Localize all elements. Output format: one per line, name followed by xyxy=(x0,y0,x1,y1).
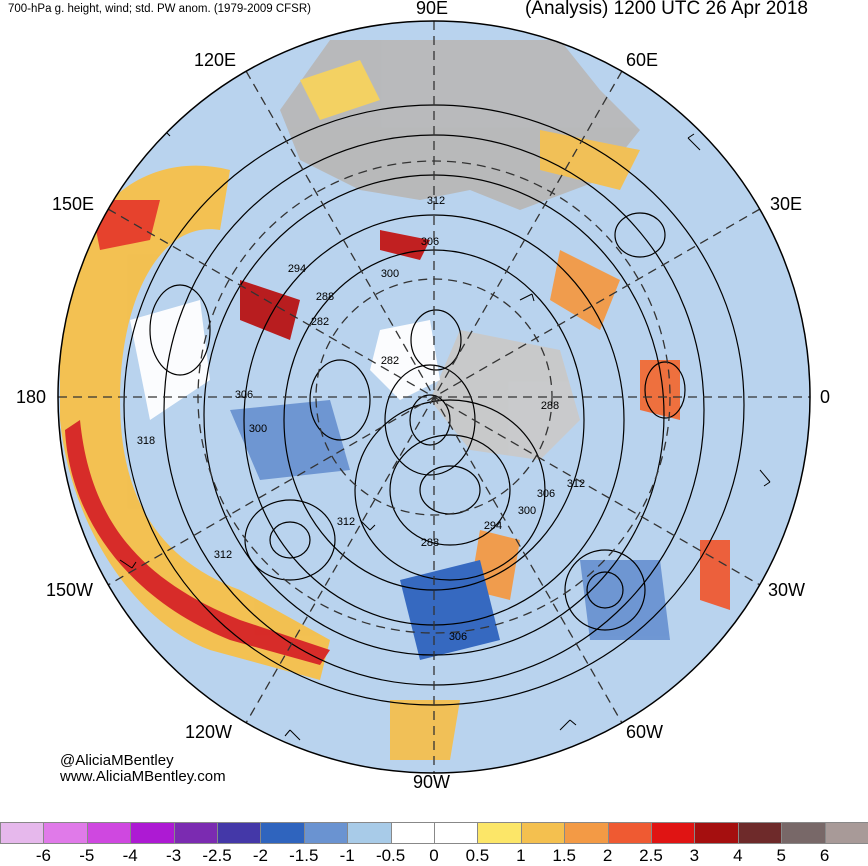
lon-label-120e: 120E xyxy=(194,50,237,70)
contour-label: 294 xyxy=(288,263,306,275)
contour-label: 318 xyxy=(137,435,155,447)
legend-swatch xyxy=(0,822,45,844)
legend-tick-label: -2.5 xyxy=(202,846,232,865)
legend-swatch xyxy=(130,822,175,844)
legend-tick-label: 6 xyxy=(819,846,830,865)
lon-label-30e: 30E xyxy=(770,194,803,214)
header-right-title: (Analysis) 1200 UTC 26 Apr 2018 xyxy=(524,0,808,19)
legend-tick-label: -6 xyxy=(35,846,51,865)
legend-swatch xyxy=(303,822,349,844)
contour-label: 312 xyxy=(427,195,445,207)
contour-label: 300 xyxy=(249,423,267,435)
legend-tick-label: -1 xyxy=(339,846,355,865)
contour-label: 288 xyxy=(541,400,559,412)
contour-label: 282 xyxy=(381,355,399,367)
lon-label-60w: 60W xyxy=(626,722,664,742)
contour-label: 312 xyxy=(214,549,232,561)
contour-label: 306 xyxy=(537,488,555,500)
legend-swatch xyxy=(217,822,262,844)
legend-swatch xyxy=(347,822,392,844)
legend-tick-label: -3 xyxy=(166,846,182,865)
legend-swatch xyxy=(86,822,132,844)
contour-label: 312 xyxy=(337,516,355,528)
legend-tick-label: -0.5 xyxy=(375,846,406,865)
lon-label-150e: 150E xyxy=(52,194,95,214)
lon-label-120w: 120W xyxy=(185,722,233,742)
pacific-strong-anomaly xyxy=(65,420,330,665)
lon-label-30w: 30W xyxy=(768,580,806,600)
legend-swatch xyxy=(520,822,566,844)
legend-swatch xyxy=(781,822,826,844)
legend-tick-label: 4 xyxy=(733,846,743,865)
legend-tick-label: 0 xyxy=(429,846,439,865)
color-legend: -6 -5 -4 -3 -2.5 -2 -1.5 -1 -0.5 0 0.5 1 1.5 2 2.5 3 4 5 6 xyxy=(0,822,868,865)
contour-label: 300 xyxy=(518,505,536,517)
contour-label: 288 xyxy=(421,537,439,549)
legend-tick-label: 1.5 xyxy=(552,846,577,865)
contour-label: 294 xyxy=(484,520,502,532)
legend-tick-label: -4 xyxy=(122,846,138,865)
contour-label: 306 xyxy=(421,236,439,248)
contour-label: 300 xyxy=(381,268,399,280)
legend-swatch xyxy=(694,822,739,844)
legend-tick-label: -2 xyxy=(252,846,268,865)
contour-label: 306 xyxy=(235,389,253,401)
legend-tick-label: 0.5 xyxy=(465,846,490,865)
legend-swatch xyxy=(434,822,479,844)
header-left-title: 700-hPa g. height, wind; std. PW anom. (… xyxy=(8,3,311,15)
contour-label: 288 xyxy=(316,291,334,303)
contour-label: 282 xyxy=(311,316,329,328)
legend-tick-label: -5 xyxy=(79,846,95,865)
contour-value-labels: 312 306 300 294 288 282 282 306 300 318 … xyxy=(137,195,585,643)
map-boundary xyxy=(57,20,811,774)
legend-swatch xyxy=(390,822,435,844)
legend-tick-label: 2 xyxy=(602,846,613,865)
credit-handle: @AliciaMBentley xyxy=(60,752,174,769)
legend-swatch xyxy=(564,822,609,844)
lon-label-0: 0 xyxy=(820,387,831,407)
legend-tick-label: 5 xyxy=(776,846,786,865)
legend-swatch xyxy=(737,822,783,844)
legend-tick-label: 1 xyxy=(516,846,526,865)
legend-tick-label: 3 xyxy=(689,846,700,865)
legend-tick-label: 2.5 xyxy=(639,846,663,865)
lon-label-90w: 90W xyxy=(413,772,451,792)
lon-label-180: 180 xyxy=(16,387,47,407)
lon-label-90e: 90E xyxy=(416,0,449,18)
polar-map: 312 306 300 294 288 282 282 306 300 318 … xyxy=(57,20,811,774)
contour-label: 312 xyxy=(567,478,585,490)
graticule xyxy=(58,21,810,773)
legend-tick-label: -1.5 xyxy=(289,846,319,865)
legend-swatch xyxy=(824,822,868,844)
legend-swatch xyxy=(43,822,88,844)
legend-swatch xyxy=(607,822,652,844)
contour-label: 306 xyxy=(449,631,467,643)
lon-label-150w: 150W xyxy=(46,580,94,600)
legend-swatch xyxy=(651,822,696,844)
lon-label-60e: 60E xyxy=(626,50,659,70)
legend-swatch xyxy=(477,822,522,844)
legend-swatch xyxy=(173,822,218,844)
credit-website: www.AliciaMBentley.com xyxy=(60,768,226,785)
legend-swatch xyxy=(260,822,305,844)
anomaly-field xyxy=(60,40,730,760)
